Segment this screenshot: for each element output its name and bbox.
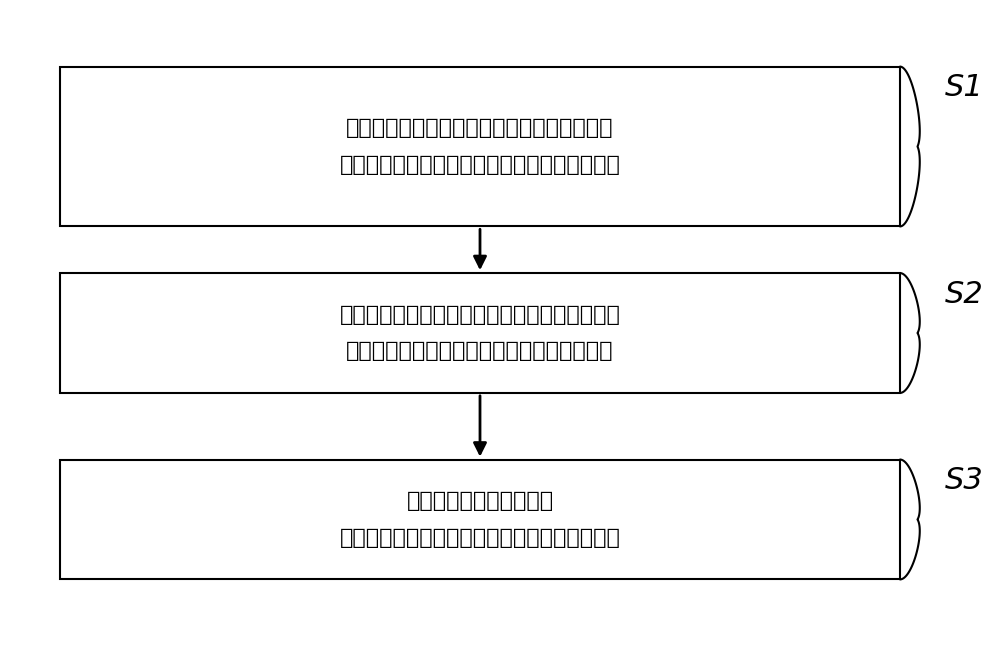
Text: S2: S2 bbox=[945, 280, 984, 309]
Bar bbox=[60, 273, 900, 393]
Text: S3: S3 bbox=[945, 466, 984, 496]
Text: 使用控制模块根据气压检测模块的检测气压压力: 使用控制模块根据气压检测模块的检测气压压力 bbox=[340, 527, 620, 548]
Text: S1: S1 bbox=[945, 73, 984, 103]
Text: 模块的腔体与器件表面形成密闭空间产生负压: 模块的腔体与器件表面形成密闭空间产生负压 bbox=[346, 118, 614, 139]
Bar bbox=[60, 67, 900, 226]
Bar bbox=[60, 460, 900, 579]
Text: 数据，确定器件焊接质量: 数据，确定器件焊接质量 bbox=[406, 491, 554, 511]
Text: 力，并将检测到的气压压力数据反馈给控制模块: 力，并将检测到的气压压力数据反馈给控制模块 bbox=[340, 304, 620, 325]
Text: 将吸嘴模块抓接在模组的器件表面上，使该吸嘴: 将吸嘴模块抓接在模组的器件表面上，使该吸嘴 bbox=[340, 155, 620, 175]
Text: 使用气压检测模块实时检测密闭空间的气压压: 使用气压检测模块实时检测密闭空间的气压压 bbox=[346, 341, 614, 362]
